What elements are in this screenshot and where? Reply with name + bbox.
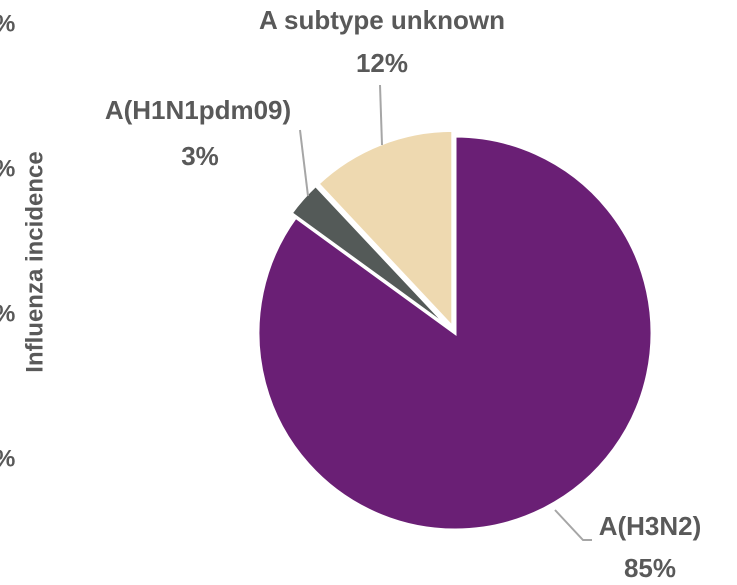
cropped-tick-label: % xyxy=(0,155,15,182)
cropped-tick-label: % xyxy=(0,10,15,37)
y-axis-label: Influenza incidence xyxy=(21,151,48,372)
value-label: 85% xyxy=(624,553,676,583)
leader-line xyxy=(379,84,383,146)
pie-slice xyxy=(256,134,654,532)
slice-label: A subtype unknown xyxy=(259,5,505,35)
pie-slice xyxy=(315,128,455,332)
pie-slice xyxy=(289,183,452,331)
cropped-tick-label: % xyxy=(0,300,15,327)
slice-label: A(H1N1pdm09) xyxy=(105,95,291,125)
value-label: 12% xyxy=(356,48,408,78)
leader-line xyxy=(299,129,309,197)
slice-label: A(H3N2) xyxy=(599,511,702,541)
value-label: 3% xyxy=(181,141,219,171)
leader-line xyxy=(554,509,592,541)
cropped-tick-label: % xyxy=(0,445,15,472)
